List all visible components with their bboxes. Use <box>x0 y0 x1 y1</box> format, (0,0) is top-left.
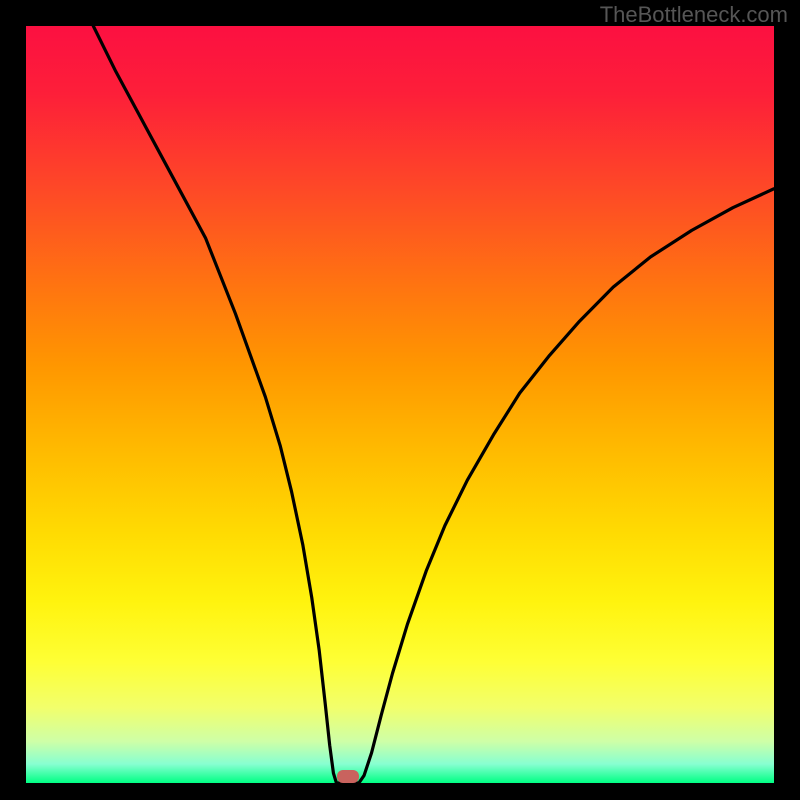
optimum-marker <box>337 770 359 783</box>
watermark-text: TheBottleneck.com <box>600 2 788 28</box>
bottleneck-chart <box>26 26 774 783</box>
plot-background <box>26 26 774 783</box>
chart-frame: TheBottleneck.com <box>0 0 800 800</box>
